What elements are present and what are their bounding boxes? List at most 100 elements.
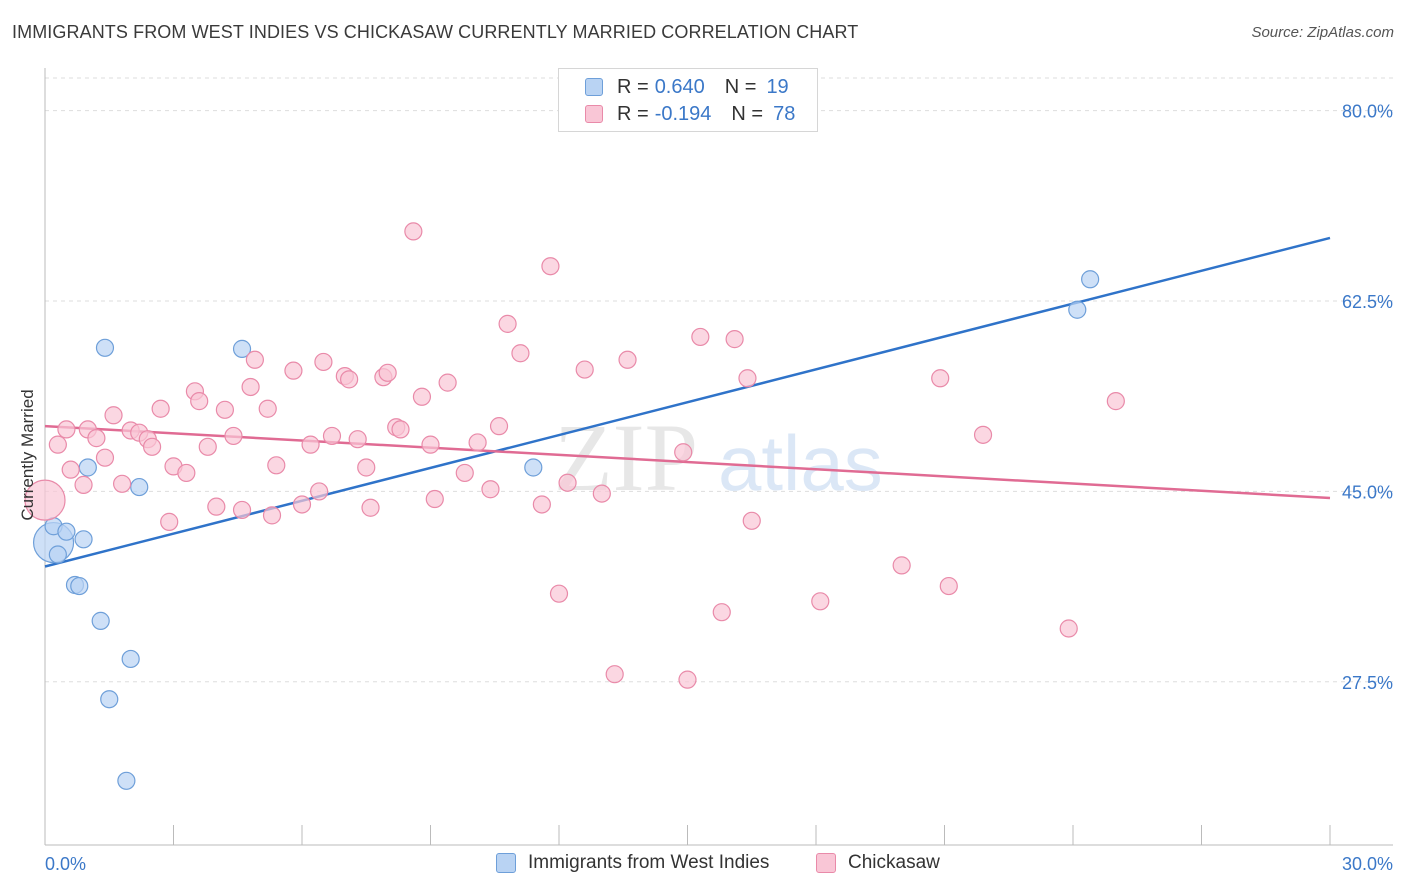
series-swatch-pink: [816, 853, 836, 873]
point-chickasaw: [438, 373, 457, 392]
legend-swatch-blue: [585, 78, 603, 96]
points: [24, 222, 1125, 790]
point-chickasaw: [738, 369, 757, 388]
point-chickasaw: [541, 257, 560, 276]
axes: [44, 68, 1393, 846]
legend-r-label: R =: [617, 102, 649, 125]
point-chickasaw: [177, 463, 196, 483]
point-chickasaw: [678, 670, 697, 689]
point-chickasaw: [1059, 619, 1078, 638]
point-chickasaw: [412, 387, 432, 406]
point-chickasaw: [262, 506, 282, 525]
x-tick-label-left: 0.0%: [45, 854, 86, 874]
point-chickasaw: [207, 497, 226, 516]
point-west-indies: [232, 339, 252, 358]
source-note: Source: ZipAtlas.com: [1251, 24, 1394, 41]
point-chickasaw: [742, 511, 761, 530]
point-chickasaw: [87, 429, 106, 448]
point-chickasaw: [258, 399, 277, 418]
point-chickasaw: [712, 603, 731, 622]
point-chickasaw: [511, 344, 530, 363]
y-axis-label: Currently Married: [18, 389, 37, 520]
point-chickasaw: [1106, 392, 1125, 411]
point-chickasaw: [310, 482, 329, 501]
point-chickasaw: [404, 222, 423, 241]
legend-r-value: 0.640: [654, 75, 705, 98]
point-chickasaw: [322, 426, 342, 446]
point-chickasaw: [301, 435, 320, 454]
point-chickasaw: [425, 489, 444, 509]
point-chickasaw: [549, 584, 569, 603]
point-west-indies: [117, 771, 136, 790]
point-west-indies: [121, 649, 140, 669]
point-chickasaw: [811, 592, 830, 611]
series-legend: Immigrants from West Indies Chickasaw: [0, 852, 1406, 878]
point-chickasaw: [348, 430, 367, 449]
point-west-indies: [57, 522, 76, 541]
point-chickasaw: [284, 361, 303, 380]
point-chickasaw: [95, 448, 115, 467]
point-chickasaw: [618, 350, 637, 369]
point-chickasaw: [232, 500, 252, 520]
legend-n-value: 19: [766, 75, 789, 98]
x-tick-label-right: 30.0%: [1342, 854, 1393, 874]
watermark-atlas: atlas: [718, 419, 883, 507]
point-chickasaw: [104, 406, 123, 425]
legend-row-blue: R = 0.640 N = 19: [585, 75, 789, 99]
legend-r-label: R =: [617, 75, 649, 98]
point-chickasaw: [198, 437, 217, 456]
point-chickasaw: [558, 473, 577, 492]
point-west-indies: [1081, 270, 1100, 289]
point-chickasaw: [575, 360, 594, 379]
point-chickasaw: [421, 435, 440, 454]
point-chickasaw: [939, 576, 958, 596]
point-chickasaw: [61, 460, 80, 479]
point-chickasaw: [468, 433, 487, 452]
chart-title: IMMIGRANTS FROM WEST INDIES VS CHICKASAW…: [12, 22, 859, 42]
point-chickasaw: [267, 456, 286, 475]
point-chickasaw: [489, 417, 509, 436]
point-west-indies: [524, 458, 543, 477]
point-chickasaw: [378, 363, 397, 382]
correlation-legend: R = 0.640 N = 19 R = -0.194 N = 78: [558, 68, 818, 132]
legend-n-value: 78: [773, 102, 796, 125]
point-chickasaw: [215, 400, 234, 419]
series-legend-label: Chickasaw: [848, 852, 940, 873]
point-chickasaw: [674, 443, 693, 462]
y-tick-label: 80.0%: [1342, 102, 1393, 122]
point-chickasaw: [142, 437, 162, 456]
point-chickasaw: [314, 352, 333, 372]
point-chickasaw: [532, 495, 551, 514]
point-west-indies: [78, 458, 97, 477]
y-tick-label: 27.5%: [1342, 673, 1393, 693]
legend-swatch-pink: [585, 105, 603, 123]
point-west-indies: [70, 576, 89, 596]
point-west-indies: [74, 530, 93, 549]
point-west-indies: [95, 338, 115, 357]
point-west-indies: [130, 477, 149, 497]
point-chickasaw: [691, 327, 710, 347]
point-chickasaw: [391, 420, 410, 439]
trend-lines: [44, 236, 1331, 568]
trend-line-chickasaw: [44, 424, 1331, 500]
point-chickasaw: [592, 484, 611, 503]
legend-r-value: -0.194: [654, 102, 712, 125]
series-legend-item-west-indies[interactable]: Immigrants from West Indies: [496, 852, 769, 874]
y-tick-label: 62.5%: [1342, 292, 1393, 312]
point-chickasaw: [57, 420, 76, 439]
point-west-indies: [100, 690, 119, 709]
trend-line-west-indies: [44, 236, 1331, 568]
tick-labels: 80.0% 62.5% 45.0% 27.5% 0.0% 30.0%: [45, 102, 1393, 874]
point-chickasaw: [973, 425, 993, 444]
point-chickasaw: [48, 435, 67, 454]
point-chickasaw: [241, 377, 260, 397]
point-chickasaw: [292, 495, 312, 514]
point-chickasaw: [340, 370, 359, 389]
point-chickasaw: [24, 479, 66, 521]
point-chickasaw: [481, 480, 500, 499]
y-tick-label: 45.0%: [1342, 482, 1393, 502]
point-west-indies: [48, 545, 67, 564]
legend-n-label: N =: [724, 75, 757, 98]
series-legend-item-chickasaw[interactable]: Chickasaw: [816, 852, 940, 874]
